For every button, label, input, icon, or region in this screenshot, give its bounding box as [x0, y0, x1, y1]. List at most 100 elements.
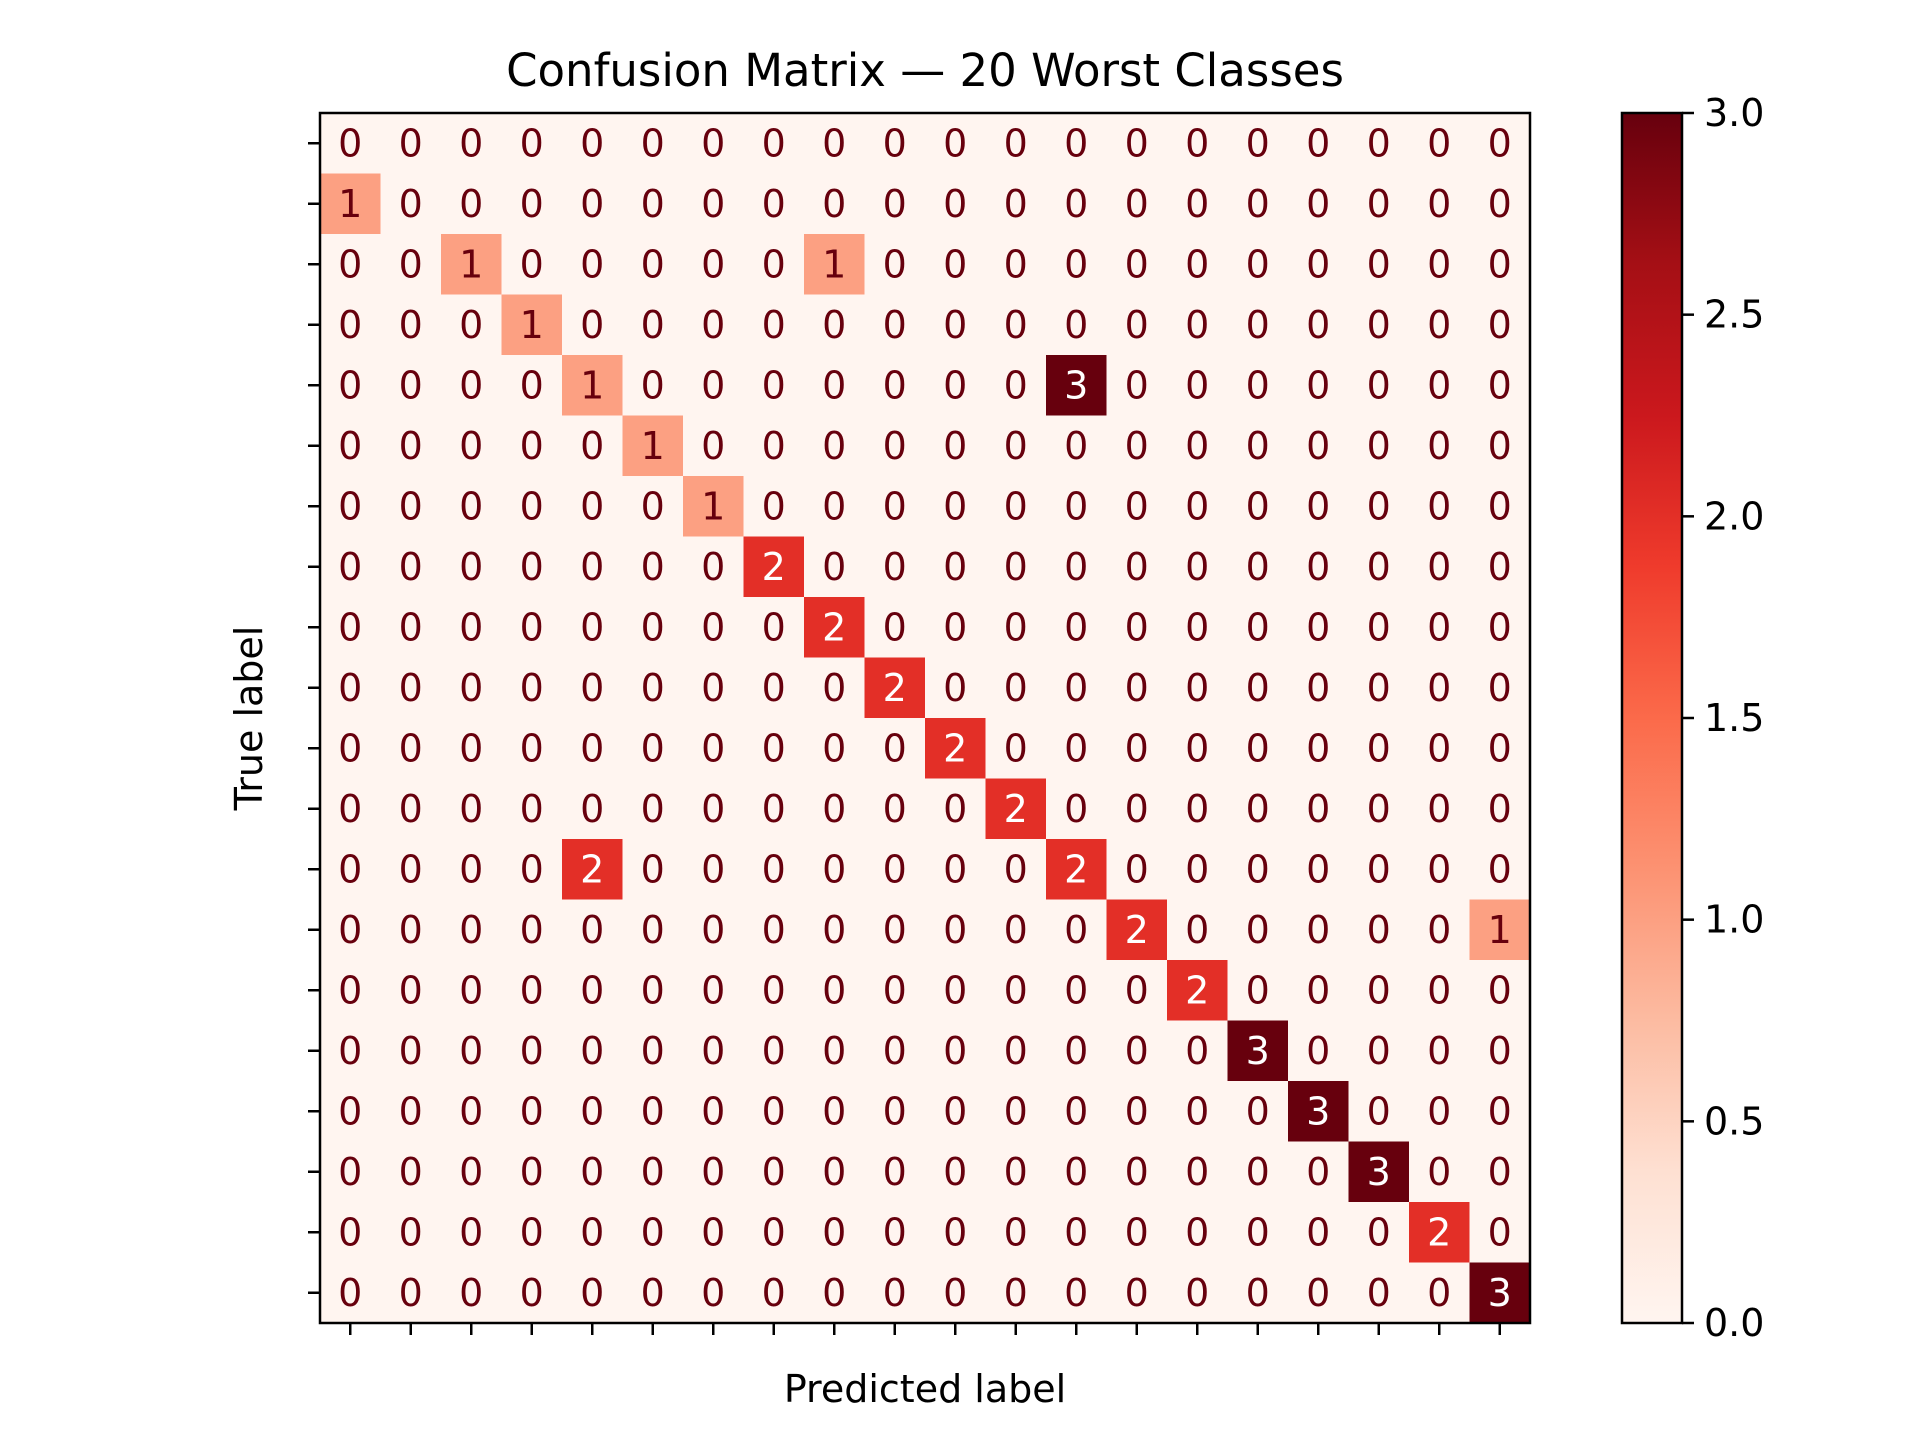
matrix-cell-value: 0 — [1125, 1089, 1149, 1133]
matrix-cell — [683, 476, 744, 537]
matrix-cell — [1348, 476, 1410, 537]
matrix-cell — [925, 1020, 986, 1082]
matrix-cell — [743, 718, 805, 779]
matrix-cell-value: 0 — [822, 726, 846, 770]
matrix-cell — [320, 960, 381, 1021]
matrix-cell-value: 0 — [1125, 545, 1149, 589]
matrix-cell — [925, 113, 986, 174]
matrix-cell-value: 0 — [943, 968, 967, 1012]
matrix-cell-value: 0 — [1185, 666, 1209, 710]
matrix-cell — [501, 778, 563, 840]
matrix-cell — [804, 234, 865, 295]
matrix-cell — [1288, 355, 1349, 416]
matrix-cell — [501, 718, 563, 779]
matrix-cell-value: 0 — [399, 545, 423, 589]
matrix-cell — [1288, 1202, 1349, 1263]
matrix-cell-value: 0 — [822, 847, 846, 891]
matrix-cell — [562, 476, 623, 537]
matrix-cell — [743, 113, 805, 174]
matrix-cell-value: 0 — [883, 1029, 907, 1073]
matrix-cell — [441, 536, 502, 598]
matrix-cell — [501, 234, 563, 295]
matrix-cell — [320, 1081, 381, 1142]
matrix-cell — [804, 294, 865, 356]
matrix-cell — [320, 899, 381, 961]
matrix-cell — [864, 960, 926, 1021]
matrix-cell — [985, 234, 1047, 295]
matrix-cell-value: 0 — [580, 1271, 604, 1315]
matrix-cell-value: 0 — [580, 1210, 604, 1254]
matrix-cell-value: 0 — [641, 1150, 665, 1194]
matrix-cell — [562, 1141, 623, 1203]
matrix-cell-value: 0 — [1185, 908, 1209, 952]
matrix-cell-value: 0 — [1004, 363, 1028, 407]
matrix-cell — [1348, 1141, 1410, 1203]
matrix-cell-value: 0 — [1125, 726, 1149, 770]
matrix-cell-value: 0 — [1004, 424, 1028, 468]
matrix-cell-value: 0 — [1185, 605, 1209, 649]
matrix-cell — [1409, 778, 1470, 840]
matrix-cell — [1409, 718, 1470, 779]
matrix-cell — [804, 839, 865, 900]
matrix-cell-value: 2 — [943, 726, 967, 770]
matrix-cell-value: 0 — [1246, 1089, 1270, 1133]
matrix-cell-value: 0 — [580, 424, 604, 468]
matrix-cell — [1167, 778, 1228, 840]
matrix-cell — [320, 415, 381, 477]
matrix-cell-value: 1 — [641, 424, 665, 468]
matrix-cell-value: 0 — [822, 1210, 846, 1254]
matrix-cell — [1288, 294, 1349, 356]
matrix-cell — [562, 1202, 623, 1263]
matrix-cell — [562, 718, 623, 779]
matrix-cell-value: 0 — [399, 484, 423, 528]
matrix-cell — [743, 1262, 805, 1324]
matrix-cell-value: 0 — [1246, 847, 1270, 891]
matrix-cells — [320, 113, 1531, 1324]
matrix-cell-value: 0 — [1367, 908, 1391, 952]
matrix-cell — [1288, 415, 1349, 477]
matrix-cell — [1046, 778, 1107, 840]
matrix-cell — [1288, 476, 1349, 537]
matrix-cell-value: 0 — [520, 908, 544, 952]
matrix-cell-value: 0 — [520, 787, 544, 831]
matrix-cell-value: 0 — [641, 545, 665, 589]
matrix-cell — [804, 1141, 865, 1203]
matrix-cell — [320, 536, 381, 598]
matrix-cell — [1469, 1081, 1531, 1142]
matrix-cell-value: 0 — [399, 787, 423, 831]
matrix-cell-value: 0 — [1185, 303, 1209, 347]
matrix-cell — [501, 476, 563, 537]
matrix-cell-value: 0 — [1427, 1089, 1451, 1133]
matrix-cell-value: 0 — [883, 424, 907, 468]
matrix-cell — [1106, 1020, 1168, 1082]
matrix-cell — [622, 113, 684, 174]
matrix-cell — [1348, 113, 1410, 174]
matrix-cell — [1167, 1141, 1228, 1203]
matrix-cell — [683, 1081, 744, 1142]
matrix-cell-value: 0 — [1004, 121, 1028, 165]
matrix-cell-value: 0 — [943, 484, 967, 528]
matrix-cell — [501, 1141, 563, 1203]
matrix-cell-value: 0 — [1306, 1210, 1330, 1254]
matrix-cell-value: 0 — [1064, 605, 1088, 649]
matrix-cell-value: 0 — [459, 968, 483, 1012]
matrix-cell-value: 0 — [1246, 1150, 1270, 1194]
matrix-cell-value: 0 — [883, 363, 907, 407]
colorbar-tick-label: 1.0 — [1704, 898, 1764, 942]
matrix-cell-value: 0 — [883, 242, 907, 286]
matrix-cell-value: 0 — [1427, 242, 1451, 286]
matrix-cell-value: 0 — [822, 1029, 846, 1073]
matrix-cell-value: 0 — [641, 1210, 665, 1254]
matrix-cell — [1106, 1262, 1168, 1324]
matrix-cell — [683, 778, 744, 840]
matrix-cell-value: 0 — [762, 787, 786, 831]
matrix-cell-value: 0 — [883, 121, 907, 165]
matrix-cell — [1469, 1020, 1531, 1082]
matrix-cell — [1046, 1262, 1107, 1324]
matrix-cell-value: 0 — [701, 242, 725, 286]
matrix-cell-value: 0 — [883, 605, 907, 649]
matrix-cell — [1288, 718, 1349, 779]
matrix-cell — [501, 657, 563, 719]
matrix-cell-value: 0 — [1488, 484, 1512, 528]
matrix-cell-value: 0 — [883, 1210, 907, 1254]
